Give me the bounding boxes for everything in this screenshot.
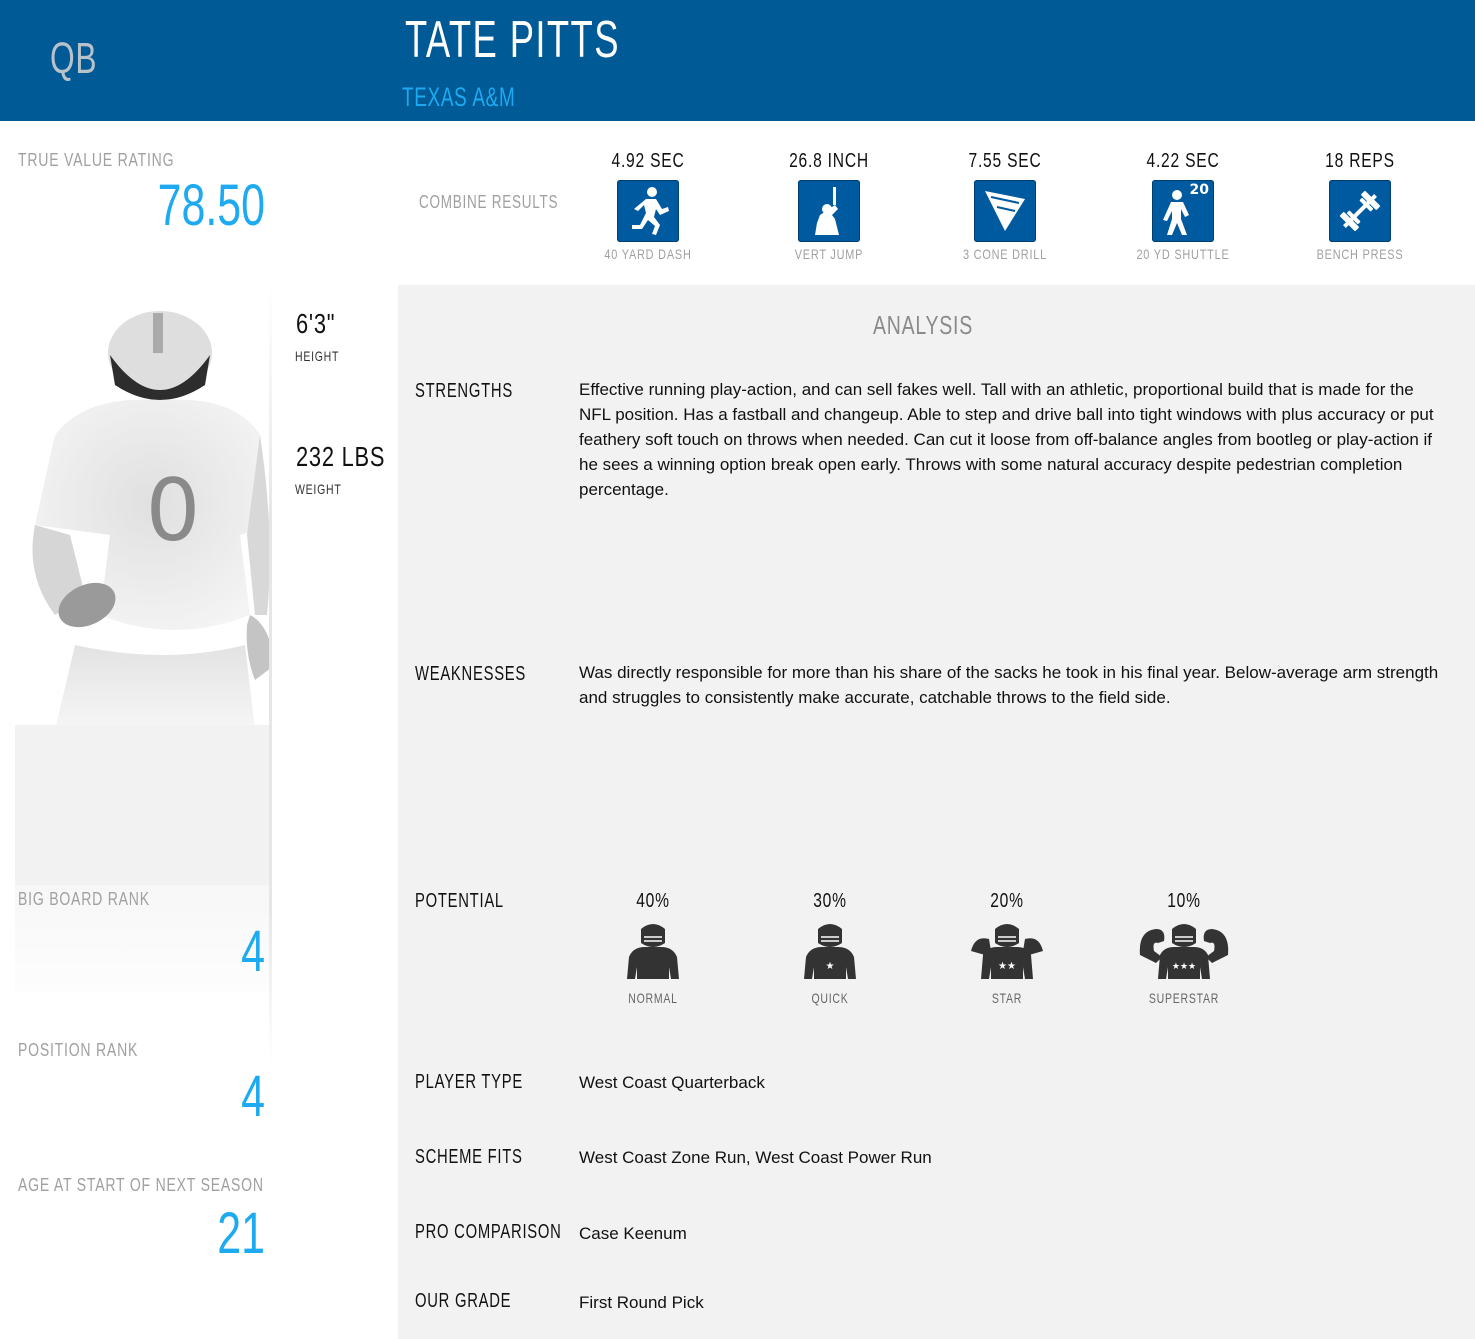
potential-label-text: QUICK [811, 990, 849, 1006]
potential-star: 20% ★★ STAR [947, 890, 1067, 1006]
combine-results-label: COMBINE RESULTS [419, 192, 559, 212]
player-quick-icon: ★ [770, 920, 890, 982]
player-type-value: West Coast Quarterback [579, 1073, 765, 1092]
our-grade-value: First Round Pick [579, 1293, 704, 1312]
combine-label: 20 YD SHUTTLE [1136, 246, 1230, 262]
combine-value: 4.92 SEC [611, 150, 685, 172]
svg-text:★★: ★★ [998, 961, 1016, 972]
true-value-rating-label: TRUE VALUE RATING [18, 150, 175, 170]
potential-label-text: NORMAL [628, 990, 678, 1006]
our-grade-label: OUR GRADE [415, 1290, 512, 1312]
potential-label: POTENTIAL [415, 890, 504, 912]
potential-percent: 10% [1167, 890, 1201, 912]
jersey-number: 0 [146, 461, 201, 561]
header-bar [0, 0, 1475, 121]
pro-comparison-value: Case Keenum [579, 1224, 687, 1243]
player-photo: 0 [15, 285, 275, 1065]
player-normal-icon [593, 920, 713, 982]
big-board-rank-label: BIG BOARD RANK [18, 889, 150, 909]
position-rank-value: 4 [241, 1064, 265, 1129]
combine-label: 40 YARD DASH [604, 246, 692, 262]
svg-text:★: ★ [826, 961, 835, 972]
player-star-icon: ★★ [947, 920, 1067, 982]
true-value-rating-value: 78.50 [157, 173, 265, 238]
weight-value: 232 LBS [296, 441, 386, 472]
weaknesses-label: WEAKNESSES [415, 663, 527, 685]
combine-item-bench-press: 18 REPS BENCH PRESS [1285, 150, 1435, 262]
combine-value: 18 REPS [1325, 150, 1395, 172]
potential-percent: 40% [636, 890, 670, 912]
potential-label-text: SUPERSTAR [1148, 990, 1220, 1006]
combine-item-3-cone-drill: 7.55 SEC 3 CONE DRILL [930, 150, 1080, 262]
height-label: HEIGHT [295, 348, 340, 364]
weaknesses-text: Was directly responsible for more than h… [579, 663, 1439, 707]
combine-item-20-yd-shuttle: 4.22 SEC 20 20 YD SHUTTLE [1108, 150, 1258, 262]
height-value: 6'3" [296, 308, 336, 339]
barbell-icon [1329, 180, 1391, 242]
pro-comparison-label: PRO COMPARISON [415, 1221, 562, 1243]
combine-label: 3 CONE DRILL [962, 246, 1047, 262]
scheme-fits-value: West Coast Zone Run, West Coast Power Ru… [579, 1148, 932, 1167]
position-rank-label: POSITION RANK [18, 1040, 139, 1060]
photo-fade-area [15, 725, 269, 885]
rank-fade-area [15, 885, 269, 992]
age-value: 21 [217, 1201, 265, 1266]
player-name: TATE PITTS [405, 11, 620, 69]
big-board-rank-value: 4 [241, 919, 265, 984]
weight-label: WEIGHT [295, 481, 342, 497]
combine-value: 7.55 SEC [968, 150, 1042, 172]
combine-item-40-yard-dash: 4.92 SEC 40 YARD DASH [573, 150, 723, 262]
shuttle-badge: 20 [1189, 182, 1209, 198]
sprinter-icon [617, 180, 679, 242]
combine-item-vert-jump: 26.8 INCH VERT JUMP [754, 150, 904, 262]
analysis-title: ANALYSIS [873, 310, 973, 340]
age-label: AGE AT START OF NEXT SEASON [18, 1175, 264, 1195]
player-school: TEXAS A&M [402, 82, 516, 112]
shuttle-runner-icon: 20 [1152, 180, 1214, 242]
potential-percent: 30% [813, 890, 847, 912]
potential-normal: 40% NORMAL [593, 890, 713, 1006]
cone-icon [974, 180, 1036, 242]
vertical-jump-icon [798, 180, 860, 242]
combine-label: VERT JUMP [794, 246, 864, 262]
strengths-text: Effective running play-action, and can s… [579, 380, 1434, 499]
combine-value: 26.8 INCH [789, 150, 869, 172]
potential-superstar: 10% ★★★ SUPERSTAR [1124, 890, 1244, 1006]
strengths-label: STRENGTHS [415, 380, 513, 402]
divider [269, 285, 272, 1065]
analysis-panel [398, 285, 1475, 1339]
potential-label-text: STAR [991, 990, 1023, 1006]
player-superstar-icon: ★★★ [1124, 920, 1244, 982]
scheme-fits-label: SCHEME FITS [415, 1146, 523, 1168]
player-type-label: PLAYER TYPE [415, 1071, 523, 1093]
svg-text:★★★: ★★★ [1172, 962, 1196, 972]
combine-value: 4.22 SEC [1146, 150, 1220, 172]
combine-label: BENCH PRESS [1316, 246, 1404, 262]
potential-percent: 20% [990, 890, 1024, 912]
player-position: QB [50, 34, 98, 83]
potential-quick: 30% ★ QUICK [770, 890, 890, 1006]
